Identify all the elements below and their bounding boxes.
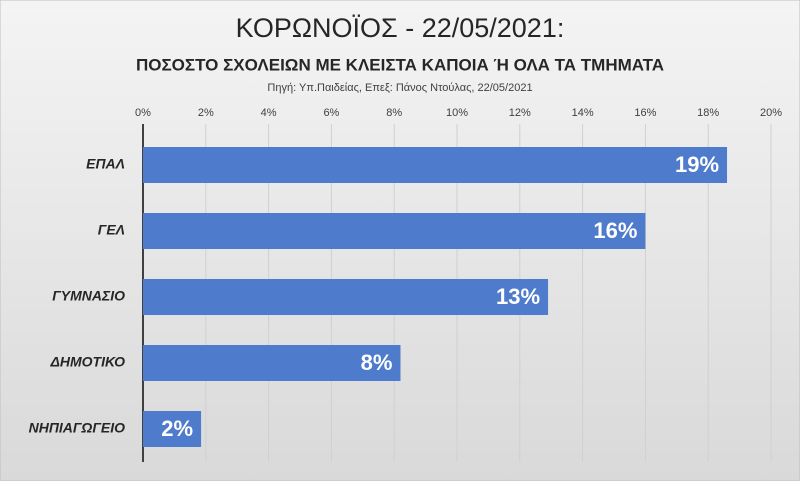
data-label: 8% — [361, 350, 393, 375]
bar — [143, 411, 202, 447]
x-tick-label: 20% — [760, 107, 782, 119]
y-tick-label: ΓΕΛ — [98, 222, 125, 238]
x-tick-label: 12% — [509, 107, 531, 119]
x-tick-label: 4% — [261, 107, 277, 119]
data-label: 2% — [161, 416, 193, 441]
bar — [143, 345, 401, 381]
x-tick-label: 2% — [198, 107, 214, 119]
data-label: 19% — [675, 152, 719, 177]
x-tick-label: 18% — [697, 107, 719, 119]
y-tick-label: ΝΗΠΙΑΓΩΓΕΙΟ — [29, 420, 126, 436]
bar — [143, 147, 728, 183]
x-tick-label: 16% — [634, 107, 656, 119]
data-label: 13% — [496, 284, 540, 309]
chart-source: Πηγή: Υπ.Παιδείας, Επεξ: Πάνος Ντούλας, … — [267, 82, 532, 94]
x-tick-label: 10% — [446, 107, 468, 119]
bar — [143, 279, 549, 315]
data-label: 16% — [593, 218, 637, 243]
y-tick-label: ΔΗΜΟΤΙΚΟ — [50, 354, 126, 370]
y-tick-label: ΕΠΑΛ — [86, 156, 125, 172]
x-tick-label: 6% — [323, 107, 339, 119]
chart-subtitle: ΠΟΣΟΣΤΟ ΣΧΟΛΕΙΩΝ ΜΕ ΚΛΕΙΣΤΑ ΚΑΠΟΙΑ Ή ΟΛΑ… — [136, 55, 664, 74]
x-tick-label: 0% — [135, 107, 151, 119]
bar — [143, 213, 646, 249]
x-tick-label: 8% — [386, 107, 402, 119]
chart-title: ΚΟΡΩΝΟΪΟΣ - 22/05/2021: — [236, 13, 565, 43]
y-tick-label: ΓΥΜΝΑΣΙΟ — [52, 288, 125, 304]
x-tick-label: 14% — [572, 107, 594, 119]
